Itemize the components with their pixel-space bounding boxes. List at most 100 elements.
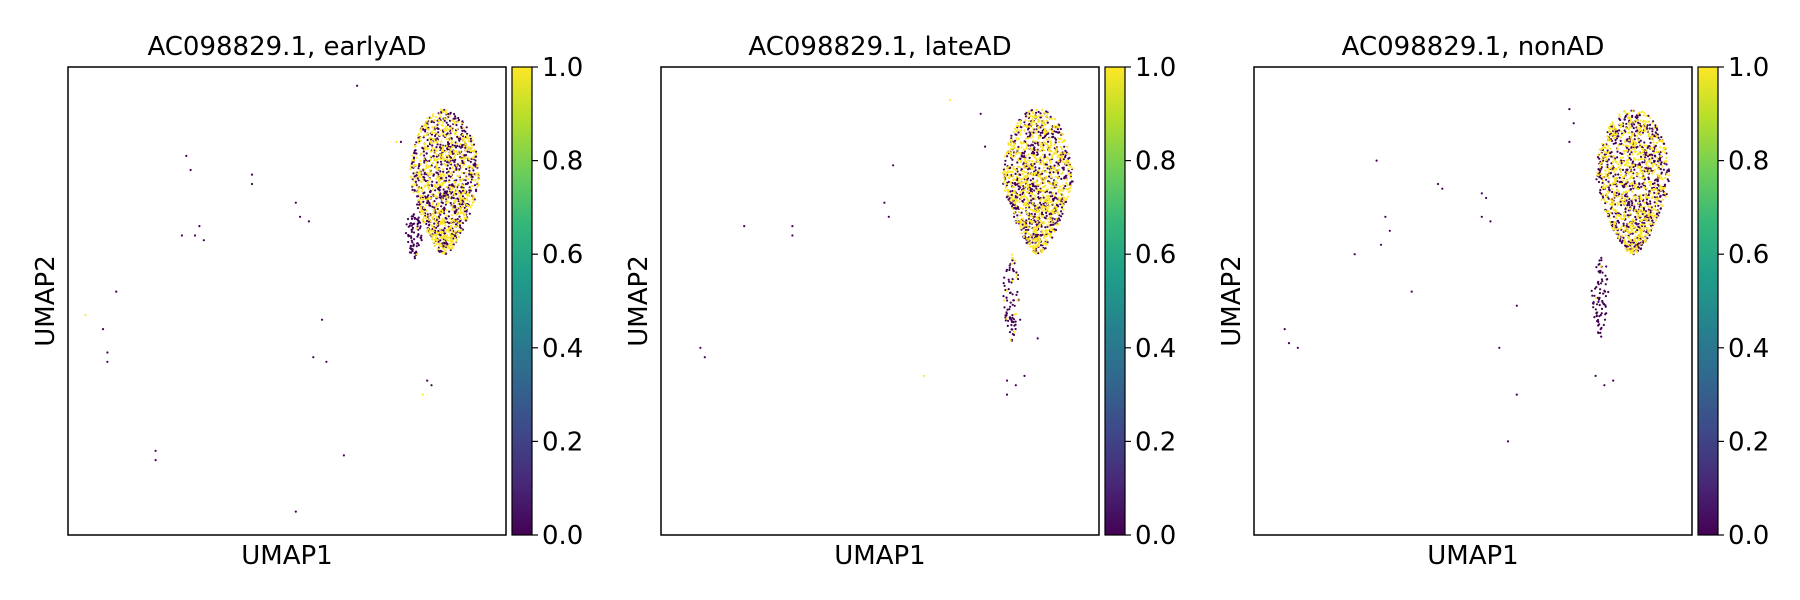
scatter-point <box>1646 233 1649 236</box>
scatter-point <box>1609 211 1612 214</box>
scatter-point <box>1605 185 1608 188</box>
scatter-point <box>1005 379 1009 382</box>
scatter-point <box>449 132 452 135</box>
scatter-point <box>469 189 472 192</box>
scatter-point <box>1598 168 1601 171</box>
scatter-point <box>1003 177 1006 180</box>
scatter-point <box>412 165 415 168</box>
scatter-point <box>1609 166 1612 170</box>
scatter-point <box>473 162 477 165</box>
scatter-point <box>1640 247 1643 250</box>
scatter-point <box>1023 198 1026 201</box>
scatter-point <box>1612 136 1615 139</box>
scatter-point <box>1632 185 1635 189</box>
scatter-point <box>1590 289 1593 292</box>
scatter-point <box>437 217 440 220</box>
scatter-point <box>1016 148 1019 151</box>
scatter-point <box>1038 174 1041 178</box>
scatter-point <box>465 135 469 138</box>
scatter-point <box>419 171 422 174</box>
scatter-point <box>1617 190 1620 193</box>
scatter-point <box>420 197 423 200</box>
scatter-point <box>1053 130 1056 133</box>
scatter-point <box>422 200 425 203</box>
scatter-point <box>1028 173 1031 176</box>
scatter-point <box>412 231 416 234</box>
scatter-point <box>455 193 458 196</box>
scatter-point <box>1005 151 1008 154</box>
scatter-point <box>444 134 447 138</box>
scatter-point <box>427 224 430 227</box>
scatter-point <box>1614 159 1617 163</box>
scatter-point <box>1648 223 1651 226</box>
scatter-point <box>1008 266 1011 269</box>
colorbar-tick-label: 0.6 <box>1728 240 1769 270</box>
scatter-point <box>465 126 468 129</box>
scatter-point <box>453 169 456 172</box>
scatter-point <box>447 215 450 218</box>
scatter-point <box>462 139 465 142</box>
scatter-point <box>1012 186 1015 189</box>
scatter-point <box>1630 151 1633 154</box>
scatter-point <box>457 183 460 186</box>
scatter-point <box>1004 175 1007 178</box>
scatter-point <box>1612 224 1615 227</box>
scatter-point <box>1029 219 1032 222</box>
scatter-point <box>468 212 471 215</box>
scatter-point <box>436 183 439 186</box>
scatter-point <box>1045 138 1048 141</box>
scatter-point <box>1010 318 1013 321</box>
scatter-point <box>453 112 456 116</box>
scatter-point <box>1005 296 1008 299</box>
scatter-point <box>1594 287 1597 290</box>
scatter-point <box>1037 197 1041 200</box>
scatter-point <box>1647 114 1650 117</box>
scatter-point <box>1017 137 1020 140</box>
scatter-point <box>1601 187 1604 190</box>
scatter-point <box>1612 158 1615 161</box>
panel-title: AC098829.1, earlyAD <box>147 32 426 62</box>
scatter-point <box>1644 153 1648 157</box>
scatter-point <box>1611 207 1614 210</box>
scatter-point <box>1667 170 1671 173</box>
scatter-point <box>443 174 446 177</box>
scatter-point <box>1645 151 1648 154</box>
scatter-point <box>1633 138 1636 141</box>
scatter-point <box>1627 237 1630 240</box>
scatter-point <box>433 200 436 203</box>
scatter-point <box>466 192 469 195</box>
scatter-point <box>1062 168 1065 171</box>
scatter-point <box>435 226 438 229</box>
scatter-point <box>1009 339 1012 342</box>
plot-area <box>1253 66 1693 536</box>
scatter-point <box>1041 205 1044 208</box>
scatter-point <box>463 156 466 159</box>
scatter-point <box>444 129 448 132</box>
scatter-point <box>468 200 471 203</box>
scatter-point <box>1031 111 1034 114</box>
scatter-point <box>1028 164 1031 167</box>
scatter-point <box>1632 132 1635 135</box>
scatter-point <box>1045 161 1048 164</box>
scatter-point <box>417 139 420 142</box>
scatter-point <box>1040 182 1043 185</box>
scatter-point <box>1054 141 1057 144</box>
scatter-point <box>1616 188 1619 191</box>
scatter-point <box>464 154 468 157</box>
scatter-point <box>1640 242 1643 245</box>
scatter-point <box>1637 238 1640 241</box>
scatter-point <box>1030 199 1033 202</box>
scatter-point <box>438 148 441 151</box>
scatter-point <box>470 146 473 149</box>
scatter-point <box>1639 139 1642 142</box>
scatter-point <box>1645 169 1648 172</box>
scatter-point <box>1011 259 1014 262</box>
scatter-point <box>1008 308 1011 311</box>
scatter-point <box>1015 204 1018 208</box>
scatter-point <box>415 141 418 144</box>
scatter-point <box>1047 145 1050 148</box>
scatter-point <box>1019 133 1022 136</box>
scatter-point <box>1617 235 1620 238</box>
scatter-point <box>423 168 426 171</box>
scatter-point <box>1626 161 1629 164</box>
